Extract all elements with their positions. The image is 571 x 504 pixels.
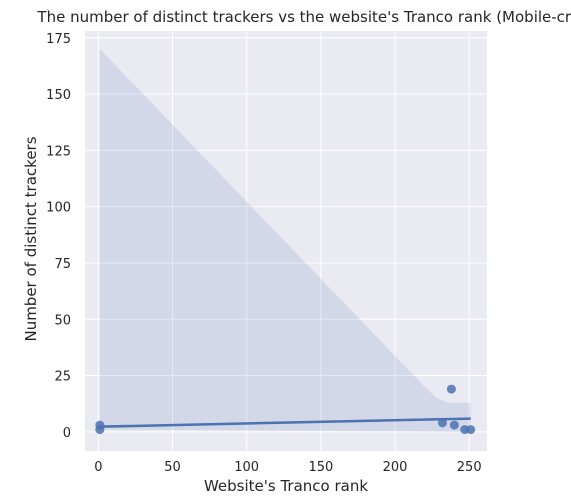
y-tick-label: 175 xyxy=(46,32,71,47)
y-tick-label: 75 xyxy=(54,257,71,272)
confidence-band xyxy=(99,49,471,432)
plot-area xyxy=(85,31,487,451)
data-point xyxy=(95,420,105,430)
y-tick-label: 50 xyxy=(54,313,71,328)
y-axis-ticks: 0 25 50 75 100 125 150 175 xyxy=(46,32,71,441)
regression-line xyxy=(99,417,471,428)
grid-lines xyxy=(85,31,487,451)
x-axis-label: Website's Tranco rank xyxy=(204,477,368,495)
x-tick-label: 150 xyxy=(308,460,333,475)
x-tick-label: 0 xyxy=(94,460,102,475)
y-tick-label: 100 xyxy=(46,201,71,216)
data-point xyxy=(446,384,456,394)
y-axis-label: Number of distinct trackers xyxy=(22,136,40,341)
x-axis-ticks: 0 50 100 150 200 250 xyxy=(94,460,481,475)
x-tick-label: 100 xyxy=(234,460,259,475)
x-tick-label: 50 xyxy=(164,460,181,475)
y-tick-label: 150 xyxy=(46,88,71,103)
data-point xyxy=(466,425,476,435)
data-point xyxy=(437,418,447,428)
x-tick-label: 250 xyxy=(457,460,482,475)
data-points xyxy=(95,384,476,435)
chart-title: The number of distinct trackers vs the w… xyxy=(36,8,571,26)
y-tick-label: 125 xyxy=(46,144,71,159)
y-tick-label: 0 xyxy=(63,426,71,441)
y-tick-label: 25 xyxy=(54,370,71,385)
x-tick-label: 200 xyxy=(383,460,408,475)
data-point xyxy=(449,420,459,430)
